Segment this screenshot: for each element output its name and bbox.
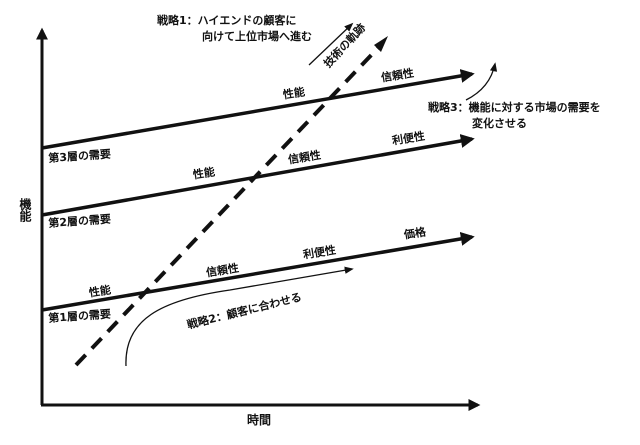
technology-trajectory-line bbox=[74, 36, 388, 367]
strategy-1-note: 戦略1：ハイエンドの顧客に 向けて上位市場へ進む bbox=[157, 13, 312, 45]
strategy-1-line-1: 戦略1：ハイエンドの顧客に bbox=[157, 14, 297, 27]
strategy-3-line-1: 戦略3：機能に対する市場の需要を bbox=[428, 101, 601, 114]
strategy-3-arrow bbox=[465, 62, 498, 101]
layer-2-attr-performance: 性能 bbox=[192, 165, 216, 182]
y-axis-label: 機能 bbox=[18, 198, 32, 222]
layer-3-attr-performance: 性能 bbox=[282, 85, 306, 102]
x-axis-label: 時間 bbox=[247, 413, 272, 427]
layer-1-demand-line bbox=[41, 231, 475, 312]
strategy-3-note: 戦略3：機能に対する市場の需要を 変化させる bbox=[428, 100, 601, 132]
strategy-2-arrow bbox=[125, 266, 354, 367]
strategy-3-line-2: 変化させる bbox=[472, 116, 527, 130]
layer-1-attr-performance: 性能 bbox=[88, 283, 112, 300]
layer-1-attr-price: 価格 bbox=[403, 225, 427, 242]
layer-3-demand-line bbox=[41, 69, 475, 150]
strategy-1-arrow bbox=[308, 22, 354, 66]
strategy-1-line-2: 向けて上位市場へ進む bbox=[202, 29, 312, 43]
